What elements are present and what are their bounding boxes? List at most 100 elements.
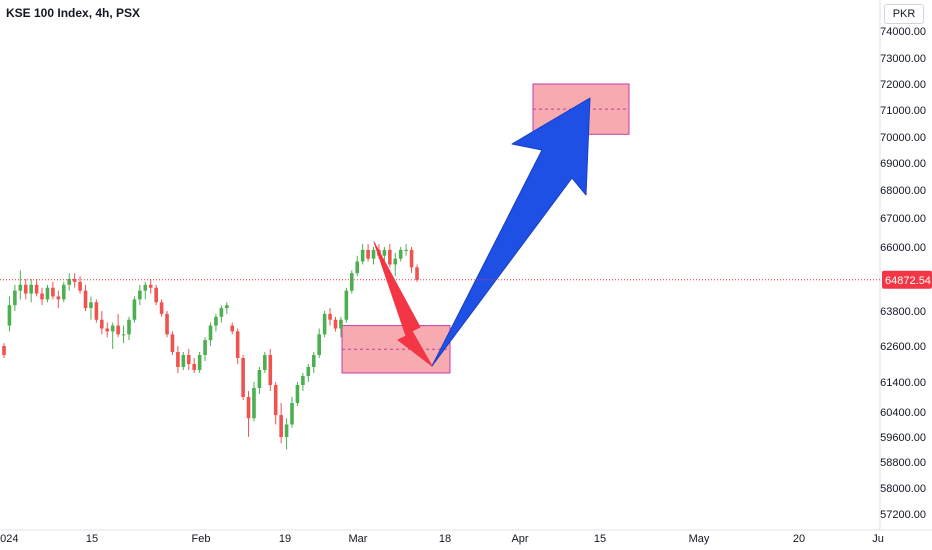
trend-arrows xyxy=(373,97,591,367)
candle-body xyxy=(257,370,262,388)
y-tick-label: 73000.00 xyxy=(880,53,926,65)
candle-body xyxy=(404,249,408,251)
candle-body xyxy=(40,293,44,300)
candle-body xyxy=(89,302,93,309)
candle-body xyxy=(45,287,50,300)
candle-body xyxy=(219,308,224,317)
candle-body xyxy=(246,397,251,419)
candle-body xyxy=(349,273,354,291)
candle-body xyxy=(339,319,343,329)
candle-body xyxy=(34,284,39,294)
candle-body xyxy=(29,284,33,294)
y-tick-label: 72000.00 xyxy=(880,79,926,91)
y-tick-label: 58000.00 xyxy=(880,483,926,495)
candle-body xyxy=(148,284,153,288)
candle-body xyxy=(295,385,300,403)
x-tick-label: May xyxy=(689,533,710,545)
candle-body xyxy=(279,415,283,437)
candle-body xyxy=(268,355,273,385)
candle-body xyxy=(317,334,321,355)
candle-body xyxy=(263,355,267,370)
y-tick-label: 74000.00 xyxy=(880,26,926,38)
y-tick-label: 61400.00 xyxy=(880,377,926,389)
candle-body xyxy=(366,249,370,259)
candle-body xyxy=(165,313,169,335)
candle-body xyxy=(415,267,419,280)
y-tick-label: 67000.00 xyxy=(880,213,926,225)
time-axis[interactable]: 2024 15 Feb 19 Mar 18 Apr 15 May 20 Ju xyxy=(0,533,884,545)
candle-body xyxy=(311,355,316,367)
candle-body xyxy=(72,279,77,282)
candle-body xyxy=(322,313,327,335)
candle-body xyxy=(18,284,23,291)
candle-body xyxy=(360,249,365,262)
candle-body xyxy=(7,305,12,326)
x-tick-label: 15 xyxy=(594,533,606,545)
candle-body xyxy=(176,352,180,367)
candle-body xyxy=(2,346,6,355)
arrow-up-icon xyxy=(431,97,591,367)
candle-body xyxy=(132,299,137,320)
candle-body xyxy=(328,313,332,320)
y-tick-label: 57200.00 xyxy=(880,509,926,521)
candle-body xyxy=(225,305,229,309)
y-tick-label: 60400.00 xyxy=(880,407,926,419)
candle-body xyxy=(127,319,131,335)
candle-body xyxy=(371,249,376,259)
x-tick-label: 15 xyxy=(86,533,98,545)
x-tick-label: 18 xyxy=(439,533,451,545)
candle-body xyxy=(235,331,240,358)
candle-body xyxy=(241,358,245,397)
candle-body xyxy=(181,355,186,367)
candle-body xyxy=(105,328,110,332)
x-tick-label: Feb xyxy=(192,533,211,545)
y-tick-label: 66000.00 xyxy=(880,242,926,254)
last-price-label: 64872.54 xyxy=(885,275,931,287)
candlestick-series xyxy=(2,244,419,450)
candle-body xyxy=(100,319,104,329)
candle-body xyxy=(143,284,148,291)
price-zones xyxy=(341,83,630,374)
candle-body xyxy=(230,325,235,332)
y-tick-label: 63800.00 xyxy=(880,306,926,318)
candle-body xyxy=(61,284,66,300)
x-tick-label: 20 xyxy=(793,533,805,545)
candle-body xyxy=(116,325,120,335)
candle-body xyxy=(154,287,158,303)
candle-body xyxy=(344,290,349,320)
candle-body xyxy=(388,249,392,265)
candle-body xyxy=(186,355,191,364)
last-price-marker: 64872.54 xyxy=(0,270,932,289)
y-tick-label: 68000.00 xyxy=(880,185,926,197)
candle-body xyxy=(301,376,305,385)
candle-body xyxy=(56,296,61,300)
price-axis[interactable]: 74000.00 73000.00 72000.00 71000.00 70000.00… xyxy=(880,26,926,521)
candle-body xyxy=(78,281,82,291)
y-tick-label: 70000.00 xyxy=(880,132,926,144)
candle-body xyxy=(214,316,218,326)
candle-body xyxy=(192,364,196,370)
y-tick-label: 69000.00 xyxy=(880,158,926,170)
candle-body xyxy=(170,334,175,352)
x-tick-label: 2024 xyxy=(0,533,18,545)
currency-button[interactable]: PKR xyxy=(884,4,924,24)
candle-body xyxy=(208,325,213,341)
candle-body xyxy=(333,319,338,329)
x-tick-label: 19 xyxy=(279,533,291,545)
candle-body xyxy=(398,249,403,259)
candle-body xyxy=(51,287,55,297)
candle-body xyxy=(355,261,360,274)
chart-title: KSE 100 Index, 4h, PSX xyxy=(6,6,144,20)
candle-body xyxy=(273,385,278,416)
candle-body xyxy=(83,290,88,309)
candle-body xyxy=(94,302,99,320)
y-tick-label: 59600.00 xyxy=(880,432,926,444)
candle-body xyxy=(203,340,207,355)
x-tick-label: Apr xyxy=(511,533,528,545)
candle-body xyxy=(252,388,256,419)
x-tick-label: Ju xyxy=(872,533,884,545)
candle-body xyxy=(409,249,414,268)
chart-grid xyxy=(0,0,932,531)
candle-body xyxy=(110,325,115,332)
